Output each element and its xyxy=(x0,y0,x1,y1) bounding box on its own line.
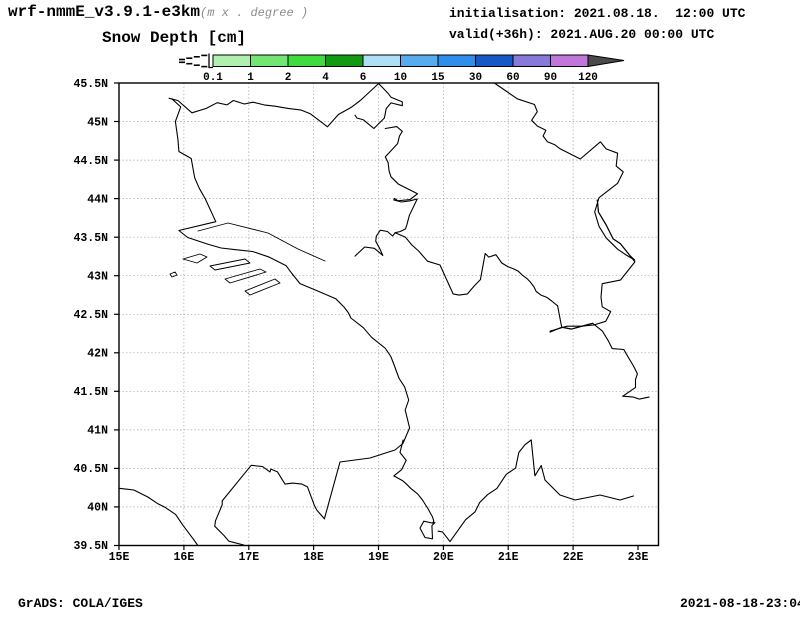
svg-text:41N: 41N xyxy=(87,425,108,438)
svg-text:17E: 17E xyxy=(238,551,259,564)
svg-text:30: 30 xyxy=(469,72,482,84)
svg-text:18E: 18E xyxy=(303,551,324,564)
svg-text:22E: 22E xyxy=(563,551,584,564)
svg-text:0.1: 0.1 xyxy=(203,72,223,84)
svg-text:15E: 15E xyxy=(109,551,130,564)
svg-text:1: 1 xyxy=(247,72,254,84)
svg-text:43N: 43N xyxy=(87,271,108,284)
svg-text:41.5N: 41.5N xyxy=(73,386,108,399)
svg-text:45N: 45N xyxy=(87,117,108,130)
svg-text:40N: 40N xyxy=(87,502,108,515)
svg-text:23E: 23E xyxy=(628,551,649,564)
svg-text:21E: 21E xyxy=(498,551,519,564)
svg-text:44.5N: 44.5N xyxy=(73,155,108,168)
svg-text:42.5N: 42.5N xyxy=(73,309,108,322)
svg-text:90: 90 xyxy=(544,72,557,84)
svg-text:10: 10 xyxy=(394,72,407,84)
svg-text:20E: 20E xyxy=(433,551,454,564)
svg-text:44N: 44N xyxy=(87,194,108,207)
svg-text:6: 6 xyxy=(360,72,367,84)
svg-text:40.5N: 40.5N xyxy=(73,463,108,476)
svg-text:2: 2 xyxy=(285,72,292,84)
svg-text:16E: 16E xyxy=(174,551,195,564)
svg-text:39.5N: 39.5N xyxy=(73,540,108,553)
svg-text:42N: 42N xyxy=(87,348,108,361)
svg-text:43.5N: 43.5N xyxy=(73,232,108,245)
svg-text:15: 15 xyxy=(431,72,445,84)
svg-text:60: 60 xyxy=(506,72,519,84)
svg-text:120: 120 xyxy=(578,72,598,84)
svg-text:19E: 19E xyxy=(368,551,389,564)
svg-text:45.5N: 45.5N xyxy=(73,78,108,91)
svg-text:4: 4 xyxy=(322,72,329,84)
